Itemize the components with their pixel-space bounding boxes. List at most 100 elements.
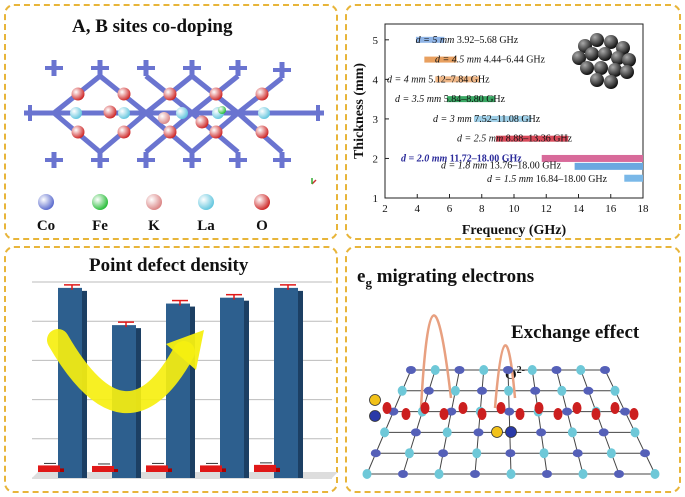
bar-label-1: d = 4.5 mm 4.44–6.44 GHz — [435, 55, 546, 66]
oxygen-atom-0 — [382, 402, 392, 414]
oxygen-symbol: O — [505, 367, 517, 383]
x-tick-label-7: 16 — [605, 203, 617, 215]
bar-0 — [415, 36, 445, 43]
exchange-loop-right — [493, 344, 517, 409]
lattice-col-5 — [531, 369, 548, 475]
bar-label-2: d = 4 mm 5.12–7.84 GHz — [387, 74, 490, 85]
panel-d-title: eg migrating electrons — [357, 266, 534, 291]
blue-bar-3 — [220, 297, 244, 478]
lattice-atom-3-0 — [380, 427, 390, 438]
bar-label-4: d = 3 mm 7.52–11.08 GHz — [433, 114, 541, 125]
lattice-col-7 — [580, 369, 620, 475]
bar-3 — [446, 96, 495, 103]
nanoparticle-9 — [580, 61, 594, 75]
blue-bar-4 — [274, 287, 298, 478]
lattice-col-1 — [402, 369, 436, 475]
oxygen-atom-3 — [439, 408, 449, 420]
la-atom-0 — [70, 107, 82, 119]
bar-6 — [541, 154, 643, 162]
x-tick-label-3: 8 — [479, 203, 485, 215]
bar-8 — [624, 174, 643, 182]
x-tick-label-2: 6 — [447, 203, 453, 215]
bar-label-5: d = 2.5 mm 8.88–13.36 GHz — [457, 134, 573, 145]
lattice-atom-1-0 — [397, 385, 407, 396]
nanoparticle-6 — [598, 47, 612, 61]
lattice-diagram — [362, 314, 660, 479]
o-atom-5 — [71, 125, 85, 139]
lattice-col-3 — [474, 369, 485, 475]
bar-label-0: d = 5 mm 3.92–5.68 GHz — [416, 35, 519, 46]
oxygen-atom-5 — [477, 408, 487, 420]
lattice-atom-2-2 — [446, 407, 457, 416]
lattice-atom-0-7 — [576, 365, 586, 375]
o-atom-3 — [209, 87, 223, 101]
lattice-atom-4-0 — [370, 449, 381, 458]
panel-defect-density: Point defect density — [4, 246, 338, 493]
crystal-structure: Co Fe K La O — [24, 60, 324, 234]
nanoparticle-7 — [611, 51, 625, 65]
bar-7 — [574, 162, 643, 170]
lattice-atom-4-2 — [438, 449, 449, 458]
o-atom-10 — [103, 105, 117, 119]
y-tick-label-0: 1 — [373, 193, 379, 205]
red-bar-4 — [254, 464, 276, 472]
panel-a-title: A, B sites co-doping — [72, 16, 233, 37]
lattice-atom-0-6 — [551, 366, 562, 374]
x-tick-label-4: 10 — [509, 203, 521, 215]
o-atom-4 — [255, 87, 269, 101]
lattice-atom-0-8 — [600, 366, 610, 374]
lattice-atom-4-8 — [640, 449, 650, 458]
legend-atom-la — [198, 194, 214, 210]
blue-bar-side-4 — [298, 290, 303, 478]
lattice-atom-4-5 — [539, 448, 549, 459]
la-atom-1 — [118, 107, 130, 119]
lattice-atom-5-7 — [614, 470, 624, 478]
lattice-col-8 — [604, 369, 656, 475]
x-tick-label-5: 12 — [541, 203, 552, 215]
lattice-atom-1-5 — [530, 386, 541, 395]
red-bar-side-4 — [276, 467, 280, 472]
bar-label-6: d = 2.0 mm 11.72–18.00 GHz — [401, 153, 522, 164]
oxygen-atom-4 — [458, 402, 468, 414]
yellow-arrow-head — [166, 330, 204, 370]
oxygen-atom-8 — [534, 402, 544, 414]
lattice-atom-3-5 — [536, 428, 547, 437]
la-atom-2 — [176, 107, 188, 119]
bar-1 — [424, 56, 457, 63]
legend-atom-fe — [92, 194, 108, 210]
exchange-loop-left — [419, 314, 453, 409]
lattice-col-0 — [366, 369, 412, 475]
fe-atom — [218, 106, 226, 114]
bar-5 — [495, 135, 569, 142]
lattice-atom-4-3 — [472, 448, 482, 459]
lattice-atom-3-8 — [630, 427, 640, 438]
legend-atom-k — [146, 194, 162, 210]
nanoparticle-5 — [585, 47, 599, 61]
oxygen-atom-12 — [610, 402, 620, 414]
red-bar-side-1 — [114, 468, 118, 472]
lattice-atom-5-8 — [650, 469, 660, 479]
o-atom-9 — [255, 125, 269, 139]
legend-label-o: O — [256, 218, 268, 234]
lattice-atom-5-4 — [506, 469, 516, 479]
lattice-atom-5-5 — [542, 470, 552, 478]
x-axis-title: Frequency (GHz) — [462, 223, 567, 238]
lattice-atom-3-7 — [598, 428, 609, 437]
k-atom — [158, 112, 170, 124]
lattice-atom-3-1 — [410, 428, 421, 437]
nanoparticle-1 — [590, 33, 604, 47]
nanoparticle-14 — [604, 75, 618, 89]
red-bar-1 — [92, 465, 114, 472]
legend-atom-co — [38, 194, 54, 210]
lattice-atom-5-6 — [578, 469, 588, 479]
lattice-atom-3-2 — [442, 427, 452, 438]
lattice-atom-4-6 — [572, 449, 583, 458]
panel-c-title: Point defect density — [89, 255, 249, 276]
lattice-atom-4-4 — [505, 449, 516, 458]
y-tick-label-2: 3 — [373, 114, 379, 126]
electron-marker-0 — [369, 394, 381, 406]
oxygen-atom-6 — [496, 402, 506, 414]
panel-migrating-electrons: eg migrating electrons Exchange effect O… — [345, 246, 681, 493]
lattice-atom-3-3 — [473, 428, 484, 437]
